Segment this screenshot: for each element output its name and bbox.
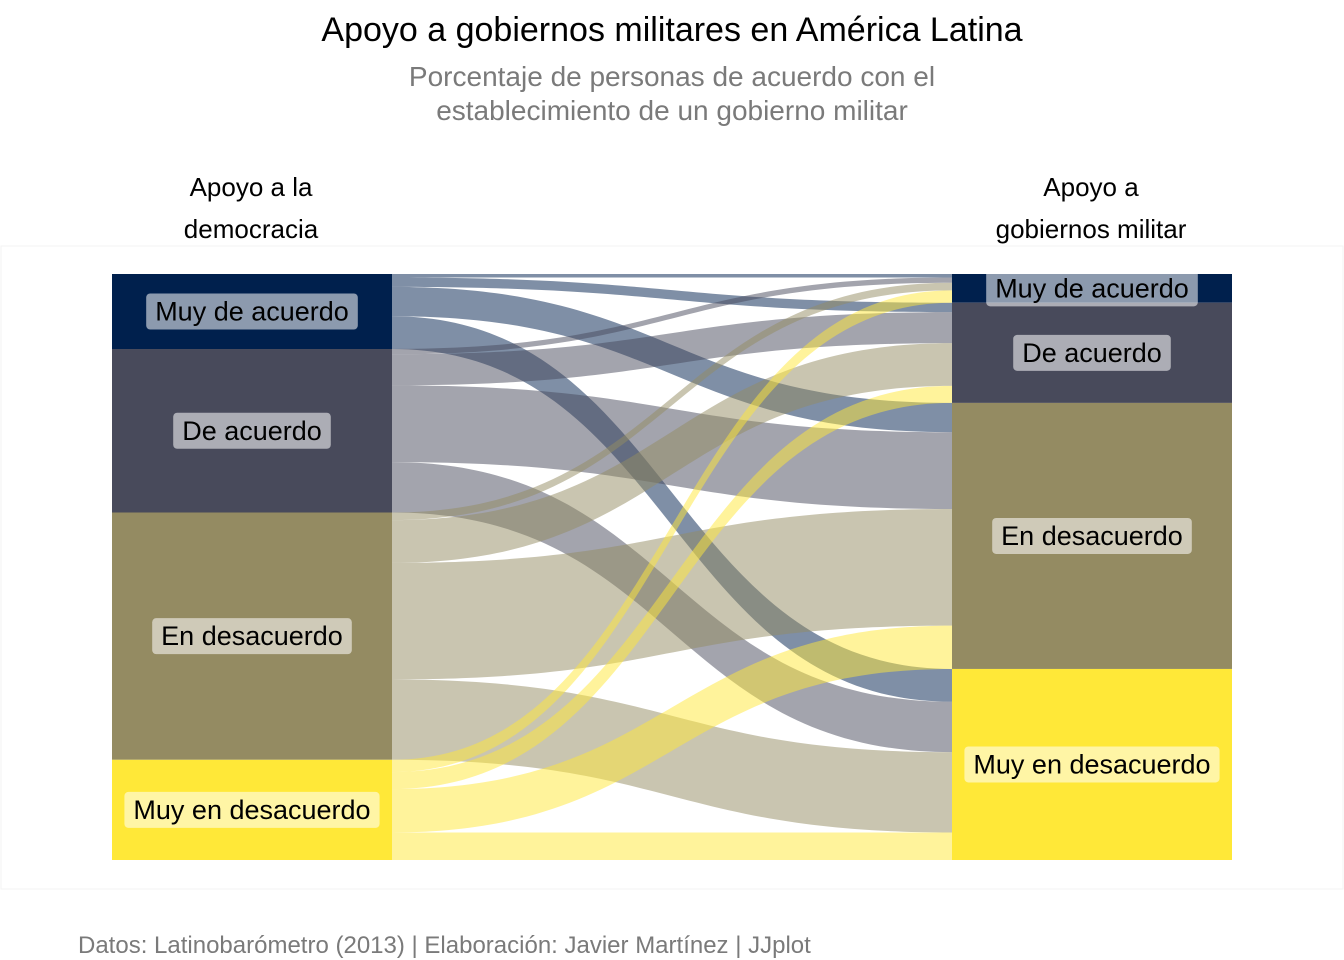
chart-caption: Datos: Latinobarómetro (2013) | Elaborac… [78,932,811,959]
left-node-label-muy-de-acuerdo: Muy de acuerdo [155,297,349,327]
flow-muy-de-acuerdo-to-muy-de-acuerdo [392,274,952,278]
flow-muy-en-desacuerdo-to-en-desacuerdo [392,625,952,833]
flow-en-desacuerdo-to-de-acuerdo [392,343,952,563]
right-node-label-bg-muy-en-desacuerdo [964,746,1220,783]
left-node-label-de-acuerdo: De acuerdo [182,416,322,446]
label-layer: Muy de acuerdo De acuerdo En desacuerdo Muy… [124,270,1220,828]
left-node-label-muy-en-desacuerdo: Muy en desacuerdo [133,795,370,825]
chart-subtitle-line-2: establecimiento de un gobierno militar [436,95,908,126]
flow-muy-en-desacuerdo-to-muy-en-desacuerdo [392,832,952,860]
right-axis-title-line-1: Apoyo a [1043,172,1139,202]
left-axis-title-line-2: democracia [184,214,319,244]
flow-muy-en-desacuerdo-to-de-acuerdo [392,385,952,790]
left-axis-title-line-1: Apoyo a la [190,172,313,202]
flow-layer [392,274,952,860]
left-node-label-en-desacuerdo: En desacuerdo [161,621,343,651]
flow-muy-de-acuerdo-to-de-acuerdo [392,277,952,313]
right-node-label-muy-en-desacuerdo: Muy en desacuerdo [973,749,1210,779]
right-node-label-de-acuerdo: De acuerdo [1022,338,1162,368]
right-node-label-en-desacuerdo: En desacuerdo [1001,521,1183,551]
right-node-label-bg-de-acuerdo [1013,334,1171,371]
right-node-label-bg-en-desacuerdo [992,517,1192,554]
flow-muy-en-desacuerdo-to-muy-de-acuerdo [392,290,952,773]
chart-title: Apoyo a gobiernos militares en América L… [321,11,1022,49]
right-node-label-muy-de-acuerdo: Muy de acuerdo [995,273,1189,303]
left-node-label-bg-de-acuerdo [173,412,331,449]
left-node-label-bg-en-desacuerdo [152,618,352,655]
flow-de-acuerdo-to-muy-de-acuerdo [392,277,952,355]
flow-muy-de-acuerdo-to-muy-en-desacuerdo [392,316,952,702]
right-node-label-bg-muy-de-acuerdo [986,270,1198,307]
chart-subtitle-line-1: Porcentaje de personas de acuerdo con el [409,61,935,92]
right-axis-title-line-2: gobiernos militar [996,214,1187,244]
flow-en-desacuerdo-to-muy-de-acuerdo [392,282,952,521]
plot-panel-border [0,245,1344,890]
left-node-label-bg-muy-de-acuerdo [146,293,358,330]
flow-de-acuerdo-to-de-acuerdo [392,312,952,386]
left-node-label-bg-muy-en-desacuerdo [124,791,380,828]
